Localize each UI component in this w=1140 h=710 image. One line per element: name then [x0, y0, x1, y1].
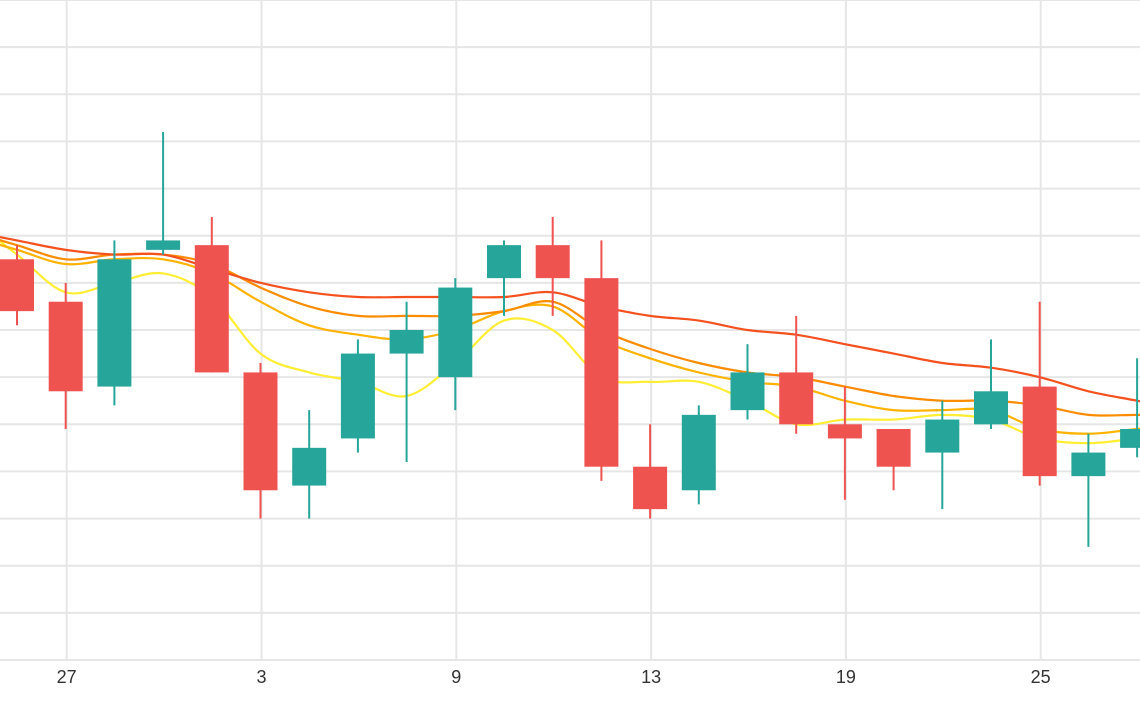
grid — [0, 0, 1140, 661]
x-tick-label: 9 — [451, 667, 461, 687]
x-tick-label: 25 — [1031, 667, 1051, 687]
candle-body — [243, 372, 278, 491]
candle-up — [292, 410, 327, 519]
moving-average-line-ma-2 — [0, 243, 1140, 435]
candle-down — [633, 424, 668, 519]
candle-up — [389, 301, 424, 462]
candle-up — [146, 132, 181, 255]
candle-body — [876, 429, 911, 467]
moving-average-line-ma-slow — [0, 236, 1140, 403]
candle-up — [681, 405, 716, 505]
candle-body — [730, 372, 765, 411]
candle-body — [681, 414, 716, 491]
candle-down — [535, 216, 570, 316]
candle-up — [438, 278, 473, 411]
candle-down — [584, 240, 619, 481]
candle-down — [1022, 301, 1057, 486]
candle-up — [487, 240, 521, 316]
candle-body — [146, 240, 181, 250]
candle-down — [779, 315, 814, 434]
candle-body — [389, 330, 424, 354]
candle-body — [827, 424, 862, 439]
candle-body — [925, 419, 960, 453]
candle-up — [97, 240, 132, 406]
candle-body — [535, 245, 570, 279]
candle-down — [243, 363, 278, 519]
candle-down — [827, 386, 862, 500]
candle-down — [48, 282, 83, 429]
candle-down — [876, 429, 911, 491]
candle-up — [730, 344, 765, 420]
x-tick-label: 13 — [641, 667, 661, 687]
candle-body — [48, 301, 83, 392]
x-tick-label: 19 — [836, 667, 856, 687]
candle-body — [97, 259, 132, 387]
candle-body — [779, 372, 814, 425]
candle-body — [1071, 452, 1106, 477]
candle-body — [487, 245, 521, 279]
candles — [0, 132, 1140, 547]
candle-body — [340, 353, 375, 439]
x-tick-label: 3 — [256, 667, 266, 687]
candle-up — [1071, 433, 1106, 547]
candle-down — [194, 216, 229, 373]
candle-down — [0, 245, 34, 326]
candle-up — [925, 400, 960, 510]
candle-body — [1120, 429, 1140, 448]
candle-body — [584, 278, 619, 467]
candle-body — [974, 391, 1008, 425]
candle-body — [633, 466, 668, 510]
candle-body — [0, 259, 34, 312]
candle-body — [292, 447, 327, 486]
candle-body — [438, 287, 473, 378]
moving-average-line-ma-3 — [0, 239, 1140, 417]
x-axis: 27 3 9 13 19 25 — [57, 667, 1051, 687]
candle-body — [1022, 386, 1057, 477]
candle-up — [974, 339, 1008, 429]
x-tick-label: 27 — [57, 667, 77, 687]
candle-body — [194, 245, 229, 373]
candle-up — [1120, 358, 1140, 458]
candle-up — [340, 339, 375, 453]
